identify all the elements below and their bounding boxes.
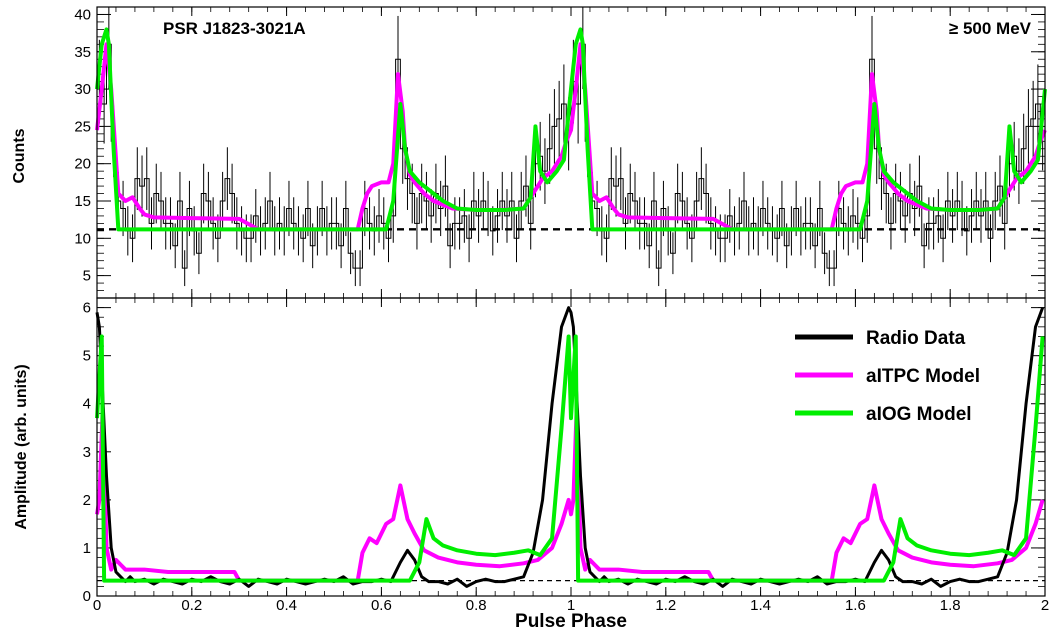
bottom-series-line-1: [95, 406, 1045, 583]
x-tick-label: 0.8: [466, 597, 487, 614]
bottom-data-marks: [95, 306, 1045, 588]
top-y-tick-label: 30: [74, 81, 91, 98]
top-axis-ticks: [96, 6, 1046, 298]
energy-threshold-label: ≥ 500 MeV: [949, 19, 1032, 38]
x-tick-label: 1.4: [750, 597, 771, 614]
bottom-y-tick-label: 5: [83, 348, 91, 365]
x-tick-labels: 0 0.2 0.4 0.6 0.8 1 1.2 1.4 1.6 1.8 2: [93, 597, 1049, 614]
bottom-panel: 0 1 2 3 4 5 6 0 0.2 0.4 0.6 0.8 1 1.2 1.4 1.6 1.8 2 Ampl…: [13, 297, 1049, 632]
x-tick-label: 1: [567, 597, 575, 614]
bottom-y-tick-labels: 0 1 2 3 4 5 6: [83, 300, 91, 605]
top-y-axis-title: Counts: [11, 128, 28, 183]
x-tick-label: 1.2: [655, 597, 676, 614]
top-data-marks: [95, 7, 1047, 287]
x-tick-label: 0.2: [181, 597, 202, 614]
x-tick-label: 0: [93, 597, 101, 614]
top-y-tick-label: 40: [74, 6, 91, 23]
bottom-y-tick-label: 2: [83, 492, 91, 509]
top-y-tick-label: 5: [83, 268, 91, 285]
top-y-tick-label: 10: [74, 230, 91, 247]
top-model-curve-alog: [95, 27, 1047, 232]
bottom-y-tick-label: 6: [83, 300, 91, 317]
top-plot-frame: [96, 6, 1046, 299]
top-y-tick-label: 25: [74, 118, 91, 135]
x-tick-label: 1.6: [845, 597, 866, 614]
legend-label-0: Radio Data: [866, 328, 966, 349]
top-y-tick-label: 35: [74, 44, 91, 61]
bottom-series-line-2: [95, 334, 1045, 583]
top-y-tick-label: 15: [74, 193, 91, 210]
legend: Radio Data aITPC Model aIOG Model: [795, 328, 980, 425]
bottom-series-line-0: [95, 306, 1045, 588]
bottom-y-tick-label: 1: [83, 540, 91, 557]
bottom-y-tick-label: 4: [83, 396, 91, 413]
pulsar-name-label: PSR J1823-3021A: [163, 19, 306, 38]
top-y-tick-label: 20: [74, 156, 91, 173]
legend-label-1: aITPC Model: [866, 366, 980, 387]
bottom-plot-frame: [96, 297, 1046, 597]
top-panel: 5 10 15 20 25 30 35 40 PSR J1823-3021A ≥ 500 Me…: [11, 6, 1047, 299]
x-tick-label: 2: [1041, 597, 1049, 614]
x-axis-title: Pulse Phase: [515, 611, 627, 632]
bottom-y-tick-label: 3: [83, 444, 91, 461]
x-tick-label: 0.6: [371, 597, 392, 614]
bottom-y-tick-label: 0: [83, 588, 91, 605]
x-tick-label: 0.4: [276, 597, 297, 614]
top-y-tick-labels: 5 10 15 20 25 30 35 40: [74, 6, 91, 284]
legend-label-2: aIOG Model: [866, 404, 972, 425]
x-tick-label: 1.8: [940, 597, 961, 614]
bottom-y-axis-title: Amplitude (arb. units): [13, 364, 30, 529]
